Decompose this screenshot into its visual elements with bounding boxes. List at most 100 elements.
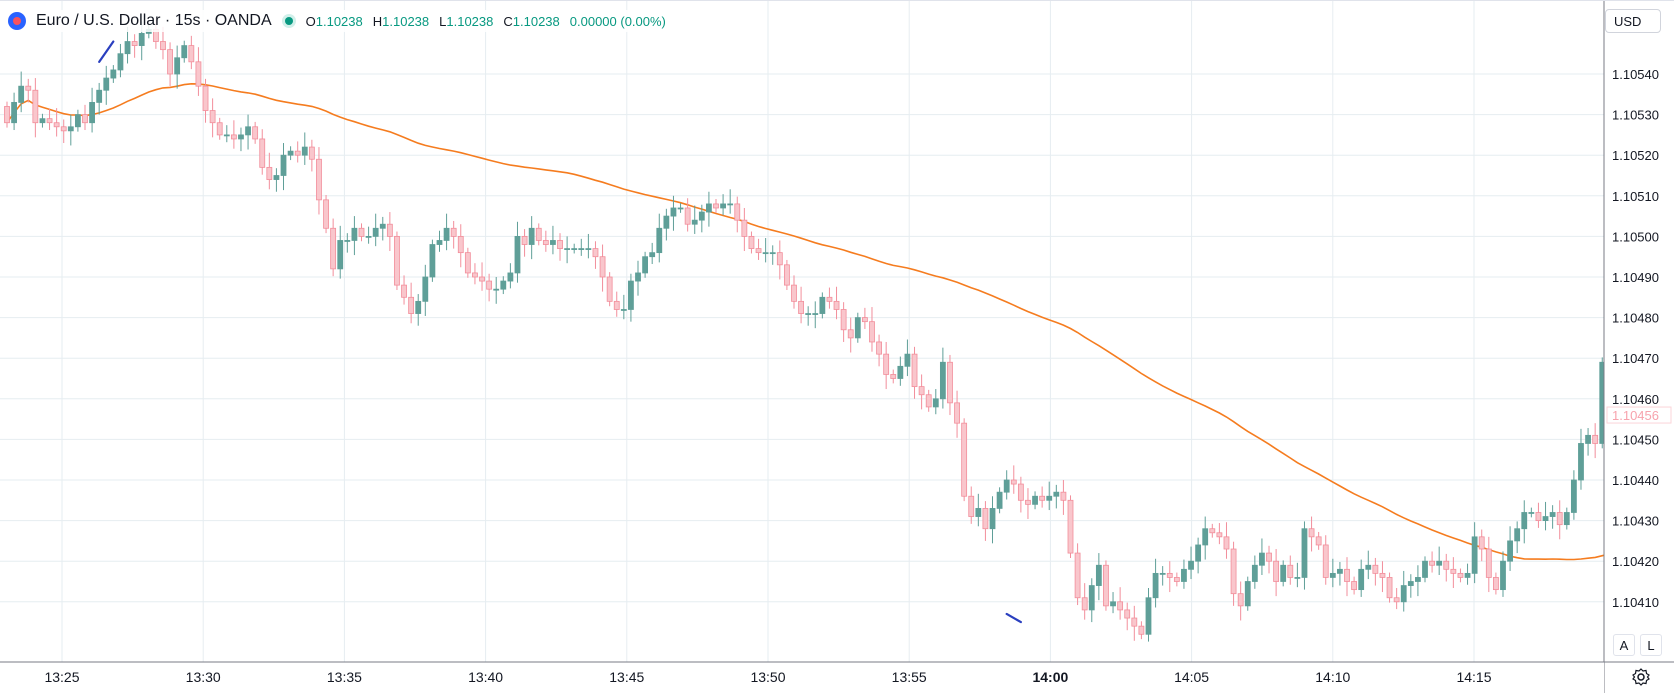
candle-body-up bbox=[181, 45, 188, 59]
candle bbox=[245, 114, 251, 150]
price-axis-tick-label: 1.10440 bbox=[1612, 473, 1659, 488]
candle-body-down bbox=[1386, 577, 1393, 599]
candle bbox=[1280, 560, 1287, 587]
candle-body-down bbox=[876, 341, 882, 355]
candle-body-up bbox=[670, 207, 677, 217]
candle-body-down bbox=[401, 284, 407, 298]
candle bbox=[280, 143, 287, 191]
candle bbox=[1578, 428, 1584, 490]
candle-body-down bbox=[472, 272, 478, 278]
price-scale-panel bbox=[1604, 0, 1674, 693]
symbol-title[interactable]: Euro / U.S. Dollar · 15s · OANDA bbox=[36, 12, 272, 29]
candle bbox=[1294, 562, 1301, 588]
currency-select-button[interactable]: USD bbox=[1605, 9, 1661, 33]
candle-body-up bbox=[379, 223, 386, 229]
candle-body-up bbox=[1188, 560, 1194, 570]
candle-body-up bbox=[280, 154, 287, 176]
candle bbox=[1273, 549, 1280, 597]
candle bbox=[748, 231, 755, 254]
candle-body-down bbox=[713, 203, 719, 209]
candle bbox=[720, 194, 726, 216]
candle bbox=[358, 223, 365, 242]
candle-body-up bbox=[769, 252, 776, 255]
candle-body-up bbox=[1003, 479, 1010, 493]
candle bbox=[1337, 562, 1343, 586]
candle-body-down bbox=[1493, 577, 1499, 591]
time-axis-tick-label: 13:50 bbox=[750, 669, 785, 685]
ohlc-open: O1.10238 bbox=[305, 13, 363, 29]
candle bbox=[557, 233, 563, 261]
candle bbox=[521, 229, 528, 257]
candle bbox=[500, 276, 507, 295]
candle-body-down bbox=[1081, 597, 1088, 611]
candle-body-up bbox=[1358, 568, 1365, 591]
candle-body-up bbox=[415, 300, 422, 314]
candle-body-down bbox=[1379, 572, 1386, 578]
candle-body-down bbox=[1315, 536, 1322, 546]
candle-body-down bbox=[1060, 491, 1067, 501]
candle-body-down bbox=[1067, 499, 1074, 554]
candle-body-up bbox=[1549, 512, 1556, 517]
candle-body-down bbox=[961, 422, 968, 497]
candle bbox=[39, 113, 46, 128]
candle bbox=[833, 286, 840, 320]
candle-body-down bbox=[1457, 572, 1464, 578]
market-status-dot-icon[interactable] bbox=[281, 14, 296, 28]
currency-logo-icon[interactable] bbox=[8, 12, 26, 30]
price-axis-tick-label: 1.10520 bbox=[1612, 148, 1659, 163]
candle-body-down bbox=[947, 361, 953, 404]
candle bbox=[890, 369, 897, 384]
candle-body-down bbox=[82, 114, 88, 124]
candle bbox=[1407, 574, 1414, 598]
candle-body-up bbox=[1195, 544, 1202, 562]
candle bbox=[564, 236, 571, 264]
candle bbox=[450, 220, 457, 249]
candle-body-down bbox=[25, 85, 32, 91]
candle bbox=[628, 273, 634, 322]
candle-body-up bbox=[1407, 581, 1414, 586]
candle bbox=[727, 189, 734, 214]
candle-body-down bbox=[1443, 560, 1450, 570]
candle-body-down bbox=[791, 284, 797, 302]
candle bbox=[677, 203, 684, 213]
candle-body-down bbox=[613, 300, 620, 310]
candle-body-up bbox=[578, 248, 585, 250]
log-scale-button[interactable]: L bbox=[1640, 634, 1662, 656]
candle bbox=[713, 199, 719, 213]
ohlc-low: L1.10238 bbox=[439, 13, 494, 29]
candle bbox=[259, 129, 266, 175]
candle bbox=[1308, 516, 1315, 552]
candle-body-up bbox=[1521, 512, 1528, 530]
candle bbox=[1117, 587, 1124, 620]
candle bbox=[195, 47, 202, 96]
candle bbox=[791, 275, 797, 309]
time-axis-tick-label: 13:25 bbox=[44, 669, 79, 685]
candle bbox=[1556, 500, 1563, 540]
candle-body-down bbox=[1025, 499, 1031, 505]
candle-body-up bbox=[89, 102, 95, 124]
candle-body-up bbox=[1563, 512, 1570, 526]
candle bbox=[1145, 587, 1152, 642]
candle-body-up bbox=[429, 244, 436, 278]
candle-body-down bbox=[479, 276, 485, 282]
candle bbox=[379, 216, 386, 241]
candle bbox=[1251, 555, 1258, 589]
candle-body-up bbox=[571, 248, 578, 250]
candle bbox=[840, 302, 847, 342]
gear-icon[interactable] bbox=[1631, 667, 1651, 687]
candle-body-up bbox=[854, 317, 861, 339]
candle bbox=[1351, 576, 1357, 595]
candle-body-up bbox=[344, 240, 351, 242]
candle bbox=[1549, 505, 1556, 529]
candle-body-up bbox=[110, 69, 117, 79]
candle-body-down bbox=[535, 227, 542, 241]
auto-scale-button[interactable]: A bbox=[1613, 634, 1635, 656]
candle bbox=[1181, 559, 1187, 589]
candle bbox=[351, 216, 358, 256]
candle bbox=[812, 301, 819, 329]
candle-body-down bbox=[1138, 625, 1145, 635]
candle bbox=[1344, 557, 1350, 597]
